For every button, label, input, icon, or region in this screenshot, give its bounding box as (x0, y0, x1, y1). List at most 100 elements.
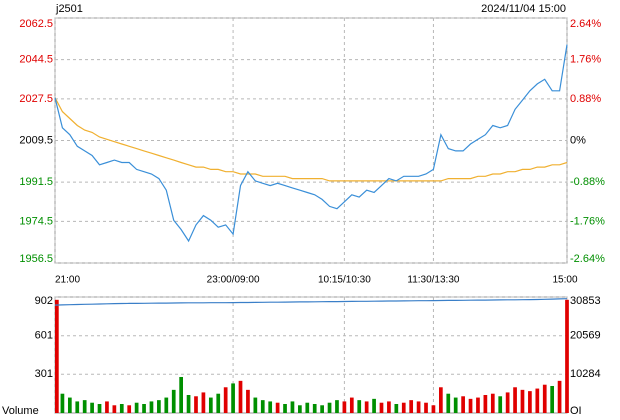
volume-bar (461, 396, 465, 413)
volume-bar (535, 388, 540, 413)
volume-frame (54, 296, 568, 414)
oi-label: OI (570, 405, 582, 417)
y2-tick-label: 1.76% (570, 54, 601, 66)
y2-tick-label: -2.64% (570, 253, 605, 265)
volume-bar (67, 397, 72, 413)
volume-bar (90, 402, 94, 413)
volume-bar (431, 405, 436, 413)
y-tick-label: 1991.5 (19, 176, 53, 188)
volume-bar (223, 387, 228, 413)
volume-bar (216, 393, 221, 413)
volume-bar (75, 401, 80, 413)
volume-bar (468, 398, 473, 413)
volume-bar (112, 405, 117, 413)
x-tick-label: 11:30/13:30 (407, 275, 460, 286)
volume-label: Volume (2, 405, 39, 417)
volume-bar (127, 405, 132, 413)
volume-bar (268, 401, 273, 413)
volume-bar (483, 394, 488, 413)
volume-bar (134, 402, 139, 413)
volume-bar (55, 299, 59, 413)
y-tick-label: 2009.5 (19, 134, 53, 146)
volume-bar (349, 397, 354, 413)
volume-bar (424, 402, 428, 413)
chart-title: j2501 (55, 3, 83, 15)
volume-bar (372, 398, 376, 413)
volume-bar (513, 387, 517, 413)
oi-line (54, 298, 568, 306)
volume-bar (335, 400, 339, 413)
volume-bar (283, 403, 287, 413)
y-tick-label: 2062.5 (19, 18, 53, 30)
y2-tick-label: -0.88% (570, 176, 605, 188)
volume-bar (305, 402, 310, 413)
x-tick-label: 23:00/09:00 (207, 275, 260, 286)
volume-bar (364, 401, 369, 413)
chart-subtitle: 2024/11/04 15:00 (481, 3, 566, 15)
volume-bar (260, 400, 265, 413)
volume-bar (520, 389, 525, 413)
volume-bar (401, 402, 406, 413)
volume-bar (246, 389, 250, 413)
x-tick-label: 10:15/10:30 (318, 275, 371, 286)
volume-bar (298, 405, 302, 413)
y2-tick-label: 0.88% (570, 93, 601, 105)
series-line (54, 44, 568, 243)
y2-tick-label: 0% (570, 134, 586, 146)
volume-bar (208, 397, 213, 413)
volume-bar (550, 385, 555, 413)
y2-tick-label: -1.76% (570, 215, 605, 227)
volume-bar (528, 391, 532, 413)
y-tick-label: 2044.5 (19, 54, 53, 66)
y-tick-label: 1956.5 (19, 253, 53, 265)
volume-bar (238, 380, 243, 413)
y2-tick-label: 30853 (570, 295, 601, 307)
series-line (54, 97, 568, 182)
price-frame (54, 17, 568, 264)
volume-bar (119, 403, 124, 413)
x-tick-label: 21:00 (55, 275, 80, 286)
volume-bar (453, 397, 458, 413)
y-tick-label: 1974.5 (19, 215, 53, 227)
y-tick-label: 601 (35, 330, 53, 342)
y-tick-label: 2027.5 (19, 93, 53, 105)
y-tick-label: 902 (35, 295, 53, 307)
volume-bar (320, 405, 324, 413)
volume-bar (542, 384, 547, 413)
volume-bar (312, 403, 317, 413)
volume-bar (379, 402, 384, 413)
volume-bar (327, 402, 332, 413)
volume-bar (142, 403, 146, 413)
volume-bar (231, 383, 235, 413)
volume-bar (179, 376, 183, 413)
volume-bar (416, 401, 421, 413)
y-tick-label: 301 (35, 368, 53, 380)
y2-tick-label: 20569 (570, 330, 601, 342)
volume-bar (476, 397, 480, 413)
volume-bar (439, 387, 443, 413)
volume-bar (157, 400, 161, 413)
volume-bar (446, 393, 451, 413)
volume-bar (82, 400, 87, 413)
volume-bar (275, 402, 280, 413)
volume-bar (498, 396, 503, 413)
volume-bar (357, 400, 362, 413)
volume-bar (557, 380, 562, 413)
volume-bar (490, 393, 495, 413)
volume-bar (387, 401, 391, 413)
volume-bar (409, 400, 414, 413)
x-tick-label: 15:00 (552, 275, 577, 286)
volume-bar (186, 394, 191, 413)
volume-bar (253, 397, 258, 413)
volume-bar (201, 392, 206, 413)
y2-tick-label: 2.64% (570, 18, 601, 30)
volume-bar (105, 401, 109, 413)
volume-bar (171, 389, 176, 413)
y2-tick-label: 10284 (570, 368, 601, 380)
volume-bar (290, 401, 295, 413)
volume-bar (342, 401, 347, 413)
volume-bar (565, 299, 569, 413)
volume-bar (60, 393, 65, 413)
volume-bar (394, 403, 399, 413)
